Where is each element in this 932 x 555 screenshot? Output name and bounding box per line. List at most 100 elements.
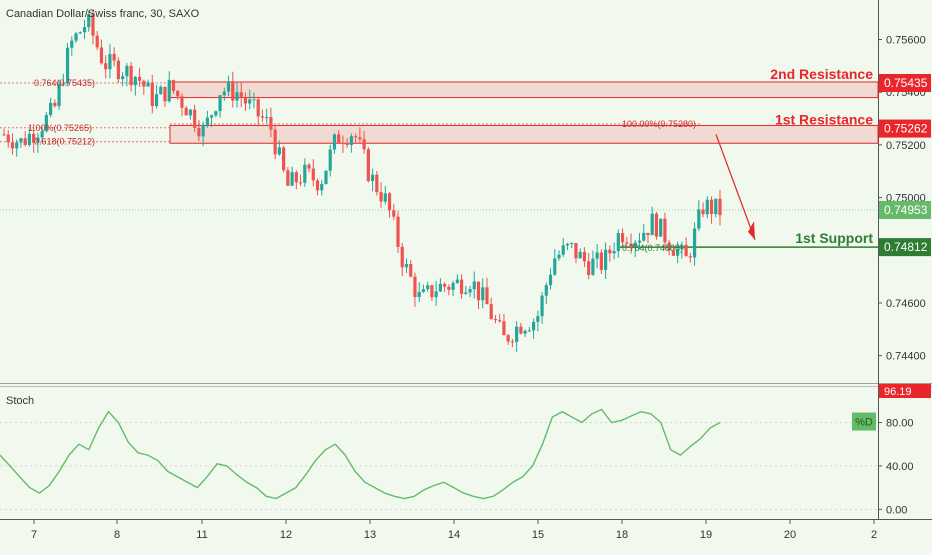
candle-body	[544, 285, 548, 296]
candle-body	[180, 96, 184, 108]
candle-body	[697, 209, 701, 229]
candle-body	[612, 251, 616, 254]
candle-body	[332, 134, 337, 150]
stoch-d-tag-bg	[852, 412, 876, 431]
candle-body	[44, 114, 48, 132]
candle-body	[260, 116, 265, 118]
stoch-d-tag-text: %D	[855, 417, 873, 429]
time-tick-label: 18	[616, 529, 628, 541]
price-tag-text: 0.74812	[884, 240, 928, 254]
candle-body	[595, 252, 599, 259]
candle-body	[659, 218, 663, 237]
candle-body	[53, 102, 57, 107]
candle-body	[95, 35, 99, 48]
stoch-tick-label: 40.00	[886, 461, 914, 473]
candle-body	[587, 261, 591, 275]
time-tick-label: 7	[31, 529, 37, 541]
candle-body	[667, 242, 671, 251]
candle-body	[40, 131, 44, 138]
price-tag-bg	[879, 238, 931, 257]
candle-body	[633, 242, 637, 248]
candle-body	[358, 137, 362, 140]
candle-body	[265, 116, 269, 118]
candle-body	[49, 102, 53, 115]
candle-body	[290, 172, 294, 186]
time-tick-label: 20	[784, 529, 796, 541]
chart-title: Canadian Dollar/Swiss franc, 30, SAXO	[6, 8, 200, 20]
resistance-zone-2	[169, 81, 879, 99]
candle-body	[663, 218, 667, 243]
candle-body	[235, 92, 239, 101]
stoch-value-tag-text: 96.19	[884, 386, 912, 398]
candle-body	[443, 283, 447, 287]
fib-label: 100.00%(0.75280)	[622, 119, 696, 129]
candle-body	[277, 147, 281, 155]
candle-body	[252, 99, 256, 101]
fib-label: 0.764(0.74808)	[622, 243, 683, 253]
candle-body	[197, 127, 201, 137]
candle-body	[536, 316, 540, 322]
candle-body	[315, 180, 320, 191]
candle-body	[349, 136, 354, 145]
candle-body	[273, 129, 277, 155]
candle-body	[718, 198, 722, 216]
candle-body	[451, 282, 455, 290]
price-tag-bg	[879, 119, 931, 138]
candle-body	[23, 138, 27, 145]
candle-body	[328, 149, 332, 171]
candle-body	[108, 54, 112, 70]
price-tick-label: 0.75200	[886, 140, 926, 152]
stoch-title: Stoch	[6, 395, 35, 407]
price-tag-bg	[879, 73, 931, 92]
candle-body	[303, 164, 307, 183]
candle-body	[582, 251, 587, 262]
candle-body	[701, 209, 705, 215]
candle-body	[468, 289, 472, 293]
candle-body	[375, 174, 379, 193]
time-tick-label: 14	[448, 529, 460, 541]
candle-body	[82, 27, 87, 33]
candle-body	[591, 258, 595, 275]
projection-arrow-head	[748, 221, 755, 240]
candle-body	[620, 233, 625, 243]
candle-body	[705, 199, 709, 215]
candle-body	[112, 54, 116, 61]
candle-body	[519, 326, 523, 334]
level-label: 2nd Resistance	[770, 66, 873, 82]
stoch-tick-label: 0.00	[886, 504, 907, 516]
candle-body	[248, 99, 252, 104]
candle-body	[87, 14, 91, 28]
stoch-tick-label: 80.00	[886, 418, 914, 430]
time-tick-label: 12	[280, 529, 292, 541]
candle-body	[214, 111, 218, 116]
candle-body	[125, 65, 129, 77]
candle-body	[205, 117, 209, 126]
time-tick-label: 13	[364, 529, 376, 541]
candle-body	[226, 81, 231, 92]
candle-body	[146, 82, 150, 87]
candle-body	[65, 47, 70, 84]
candle-body	[99, 47, 104, 64]
level-label: 1st Resistance	[775, 112, 873, 128]
stoch-line	[0, 408, 721, 500]
time-tick-label: 2	[871, 529, 877, 541]
candle-body	[231, 81, 235, 101]
candle-body	[387, 193, 392, 211]
candle-body	[671, 250, 675, 256]
candle-body	[676, 249, 680, 256]
candle-body	[570, 243, 574, 245]
candle-body	[599, 252, 603, 270]
candle-body	[502, 321, 506, 336]
candle-body	[654, 213, 659, 237]
candle-body	[515, 326, 519, 342]
candle-body	[269, 116, 273, 130]
candle-body	[6, 134, 10, 143]
current-price-tag-text: 0.74953	[884, 203, 928, 217]
candle-body	[485, 287, 489, 305]
candle-body	[392, 210, 396, 217]
candle-body	[176, 90, 180, 97]
candle-body	[413, 276, 417, 298]
candle-body	[650, 213, 654, 236]
